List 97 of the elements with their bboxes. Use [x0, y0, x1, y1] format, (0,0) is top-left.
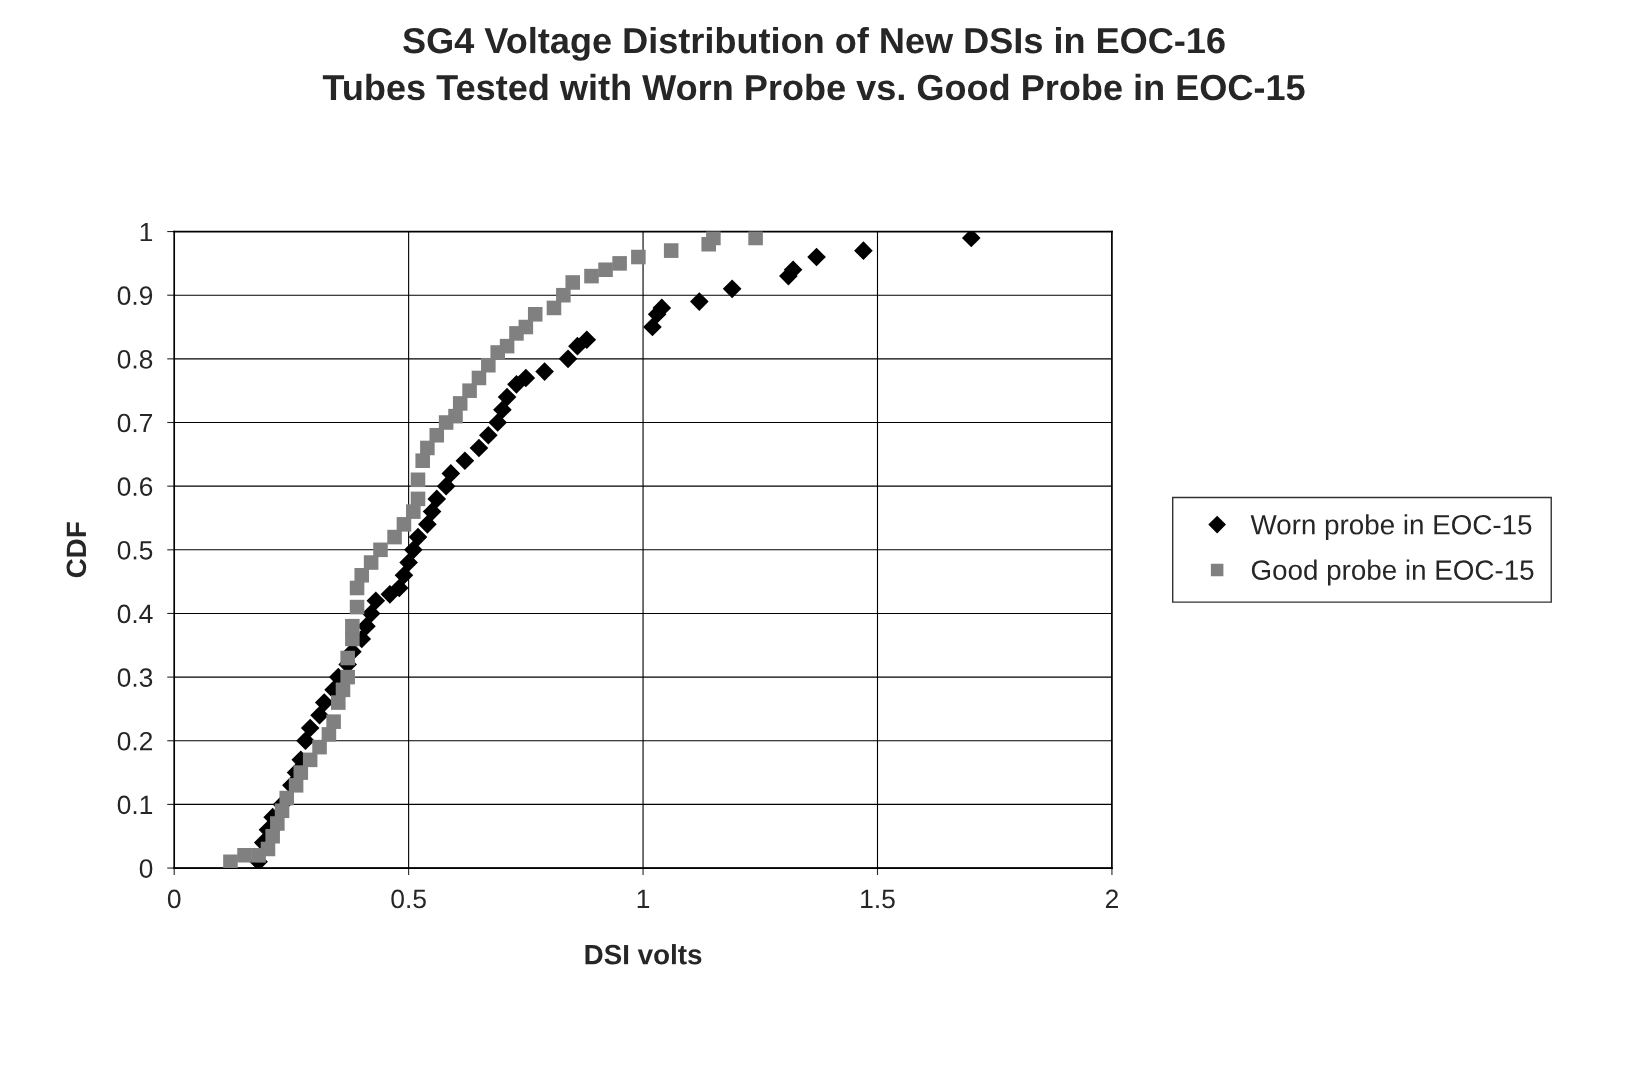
point [663, 243, 679, 258]
point [373, 542, 388, 558]
y-tick-label: 0.6 [117, 477, 153, 496]
point [643, 317, 662, 337]
x-axis-title: DSI volts [585, 944, 702, 965]
point [546, 300, 562, 316]
point [223, 854, 238, 869]
point [300, 718, 320, 738]
point [312, 739, 327, 755]
point [288, 778, 304, 793]
point [349, 599, 365, 615]
point [394, 565, 414, 585]
point [296, 731, 315, 751]
point [631, 249, 646, 265]
point [420, 440, 435, 456]
point [479, 425, 498, 445]
point [279, 790, 295, 806]
y-tick-label: 0.4 [117, 604, 153, 624]
point [357, 616, 376, 636]
point [558, 349, 578, 369]
point [455, 451, 475, 471]
point [410, 491, 426, 507]
point [516, 368, 536, 388]
legend-label: Worn probe in EOC-15 [1250, 514, 1532, 541]
point [612, 256, 627, 271]
x-tick-label: 0 [167, 889, 181, 909]
point [410, 472, 426, 488]
point [293, 765, 309, 780]
point [310, 705, 329, 725]
y-tick-label: 1 [140, 222, 153, 242]
y-tick-label: 0.8 [117, 349, 153, 369]
point [452, 396, 468, 411]
y-tick-label: 0.7 [117, 413, 153, 433]
x-tick-label: 0.5 [391, 889, 426, 909]
point [488, 413, 508, 432]
point [527, 307, 543, 322]
point [345, 618, 360, 634]
point [436, 476, 456, 496]
point [415, 453, 430, 468]
point [270, 816, 285, 831]
x-tick-label: 1 [637, 889, 650, 909]
y-tick-label: 0 [139, 859, 153, 878]
point [399, 553, 418, 572]
point [535, 362, 554, 381]
point [340, 650, 355, 666]
x-tick-label: 1.5 [861, 889, 895, 909]
point [556, 287, 571, 303]
point [363, 555, 379, 570]
point [321, 727, 337, 742]
legend-label: Good probe in EOC-15 [1251, 559, 1534, 586]
point [577, 330, 597, 350]
point [418, 515, 437, 534]
point [422, 502, 442, 521]
point [427, 489, 447, 509]
point [493, 400, 512, 420]
point [441, 464, 461, 483]
point [396, 517, 412, 532]
point [265, 828, 280, 844]
point [302, 752, 318, 768]
y-tick-label: 0.9 [117, 286, 153, 306]
point [326, 714, 341, 729]
point [854, 241, 873, 260]
point [389, 578, 409, 598]
point [722, 279, 742, 299]
point [237, 848, 252, 863]
point [406, 504, 421, 519]
point [598, 262, 613, 278]
point [448, 408, 463, 424]
point [961, 231, 981, 248]
point [497, 387, 517, 407]
point [565, 275, 581, 290]
y-tick-label: 0.2 [117, 731, 153, 751]
point [404, 540, 423, 560]
point [706, 231, 721, 246]
point [408, 527, 428, 547]
y-tick-label: 0.5 [117, 540, 153, 560]
point [331, 695, 346, 710]
x-tick-label: 2 [1105, 889, 1118, 909]
point [366, 591, 386, 611]
point [481, 357, 496, 373]
point [274, 803, 290, 819]
point [748, 231, 763, 246]
point [354, 567, 370, 583]
chart-title: SG4 Voltage Distribution of New DSIs in EOC-16 Tubes Tested with Worn Probe vs. Good Probe in EOC-15 [322, 26, 1305, 101]
point [340, 669, 355, 685]
y-tick-label: 0.1 [117, 795, 153, 815]
point [690, 292, 709, 311]
point [584, 268, 599, 284]
point [429, 427, 445, 443]
point [314, 693, 334, 712]
y-tick-label: 0.3 [117, 668, 153, 687]
point [462, 383, 477, 398]
point [387, 529, 402, 545]
point [345, 631, 360, 647]
point [807, 247, 826, 267]
point [469, 438, 489, 458]
y-axis-title: CDF [66, 522, 87, 578]
